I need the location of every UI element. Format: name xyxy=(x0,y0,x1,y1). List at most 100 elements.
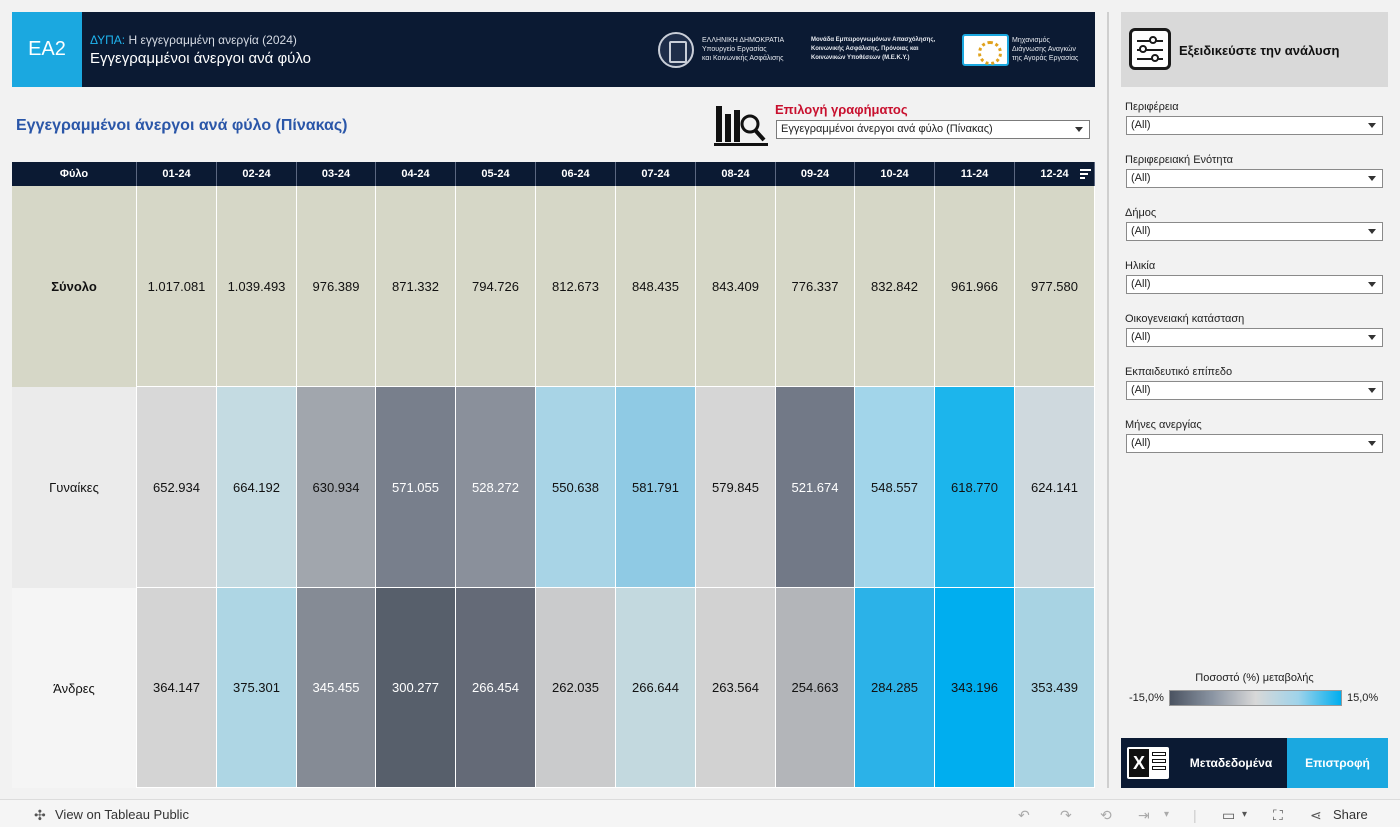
chevron-down-icon[interactable]: ▾ xyxy=(1242,809,1248,820)
column-header-month[interactable]: 08-24 xyxy=(696,162,776,186)
table-cell[interactable]: 345.455 xyxy=(297,588,376,788)
column-header-sex[interactable]: Φύλο xyxy=(12,162,137,186)
column-header-month[interactable]: 01-24 xyxy=(137,162,217,186)
table-cell[interactable]: 961.966 xyxy=(935,186,1015,387)
comment-icon[interactable]: ▭ xyxy=(1222,807,1236,823)
column-header-month[interactable]: 09-24 xyxy=(776,162,855,186)
table-cell[interactable]: 832.842 xyxy=(855,186,935,387)
table-cell[interactable]: 262.035 xyxy=(536,588,616,788)
column-header-month[interactable]: 02-24 xyxy=(217,162,297,186)
table-cell[interactable]: 652.934 xyxy=(137,387,217,588)
undo-icon[interactable]: ↶ xyxy=(1018,807,1030,823)
ministry-logo-text: ΕΛΛΗΝΙΚΗ ΔΗΜΟΚΡΑΤΙΑ Υπουργείο Εργασίας κ… xyxy=(702,36,784,63)
table-cell[interactable]: 664.192 xyxy=(217,387,297,588)
filter-dropdown[interactable]: (All) xyxy=(1126,434,1383,453)
filter-value: (All) xyxy=(1131,437,1151,449)
column-header-month[interactable]: 04-24 xyxy=(376,162,456,186)
chart-select-dropdown[interactable]: Εγγεγραμμένοι άνεργοι ανά φύλο (Πίνακας) xyxy=(776,120,1090,139)
table-cell[interactable]: 375.301 xyxy=(217,588,297,788)
table-cell[interactable]: 848.435 xyxy=(616,186,696,387)
table-cell[interactable]: 630.934 xyxy=(297,387,376,588)
meky-line: Κοινωνικών Υποθέσεων (Μ.Ε.Κ.Υ.) xyxy=(811,55,910,61)
sort-icon[interactable] xyxy=(1080,169,1091,179)
table-cell[interactable]: 254.663 xyxy=(776,588,855,788)
metadata-button[interactable]: Μεταδεδομένα xyxy=(1175,738,1287,788)
table-cell[interactable]: 776.337 xyxy=(776,186,855,387)
column-header-month[interactable]: 03-24 xyxy=(297,162,376,186)
dashboard-header: EA2 ΔΥΠΑ: Η εγγεγραμμένη ανεργία (2024) … xyxy=(12,12,1095,87)
row-label: Σύνολο xyxy=(12,186,136,387)
chevron-down-icon xyxy=(1368,441,1376,446)
table-cell[interactable]: 571.055 xyxy=(376,387,456,588)
table-cell[interactable]: 521.674 xyxy=(776,387,855,588)
panel-divider xyxy=(1107,12,1109,788)
legend-min: -15,0% xyxy=(1129,692,1164,704)
labour-market-mechanism-logo xyxy=(962,34,1009,66)
table-cell[interactable]: 300.277 xyxy=(376,588,456,788)
table-cell[interactable]: 550.638 xyxy=(536,387,616,588)
refresh-icon[interactable]: ⇥ xyxy=(1138,807,1150,823)
subtitle-text: Η εγγεγραμμένη ανεργία (2024) xyxy=(128,33,297,47)
table-cell[interactable]: 579.845 xyxy=(696,387,776,588)
unemployment-by-sex-table: Φύλο 01-24 02-24 03-24 04-24 05-24 06-24 07-24… xyxy=(12,162,1095,788)
filter-value: (All) xyxy=(1131,119,1151,131)
filter-value: (All) xyxy=(1131,225,1151,237)
row-label: Γυναίκες xyxy=(12,387,136,588)
column-header-month[interactable]: 07-24 xyxy=(616,162,696,186)
column-header-month[interactable]: 10-24 xyxy=(855,162,935,186)
share-button[interactable]: Share xyxy=(1333,807,1368,822)
mechanism-line: της Αγοράς Εργασίας xyxy=(1012,55,1079,62)
chevron-down-icon xyxy=(1368,176,1376,181)
table-cell[interactable]: 284.285 xyxy=(855,588,935,788)
table-cell[interactable]: 812.673 xyxy=(536,186,616,387)
table-cell[interactable]: 977.580 xyxy=(1015,186,1095,387)
table-cell[interactable]: 1.039.493 xyxy=(217,186,297,387)
column-header-month[interactable]: 11-24 xyxy=(935,162,1015,186)
chart-select-label: Επιλογή γραφήματος xyxy=(775,102,908,117)
column-header-month[interactable]: 12-24 xyxy=(1015,162,1095,186)
column-header-month[interactable]: 06-24 xyxy=(536,162,616,186)
excel-export-button[interactable]: X xyxy=(1121,738,1175,788)
table-cell[interactable]: 976.389 xyxy=(297,186,376,387)
table-cell[interactable]: 263.564 xyxy=(696,588,776,788)
table-cell[interactable]: 1.017.081 xyxy=(137,186,217,387)
fullscreen-icon[interactable]: ⛶ xyxy=(1273,807,1283,823)
mechanism-line: Μηχανισμός xyxy=(1012,37,1050,44)
table-cell[interactable]: 624.141 xyxy=(1015,387,1095,588)
filter-dropdown[interactable]: (All) xyxy=(1126,328,1383,347)
filter-dropdown[interactable]: (All) xyxy=(1126,381,1383,400)
mechanism-line: Διάγνωσης Αναγκών xyxy=(1012,46,1076,53)
table-cell[interactable]: 343.196 xyxy=(935,588,1015,788)
filter-dropdown[interactable]: (All) xyxy=(1126,275,1383,294)
table-cell[interactable]: 266.454 xyxy=(456,588,536,788)
table-cell[interactable]: 266.644 xyxy=(616,588,696,788)
table-cell[interactable]: 871.332 xyxy=(376,186,456,387)
share-icon[interactable]: ⋖ xyxy=(1310,807,1322,823)
ministry-line: Υπουργείο Εργασίας xyxy=(702,46,767,53)
table-cell[interactable]: 528.272 xyxy=(456,387,536,588)
table-cell[interactable]: 353.439 xyxy=(1015,588,1095,788)
table-cell[interactable]: 581.791 xyxy=(616,387,696,588)
redo-icon[interactable]: ↷ xyxy=(1060,807,1072,823)
table-cell[interactable]: 548.557 xyxy=(855,387,935,588)
filter-value: (All) xyxy=(1131,278,1151,290)
view-on-tableau-link[interactable]: View on Tableau Public xyxy=(55,807,189,822)
back-button[interactable]: Επιστροφή xyxy=(1287,738,1388,788)
filter-dropdown[interactable]: (All) xyxy=(1126,169,1383,188)
sidebar-title: Εξειδικεύστε την ανάλυση xyxy=(1179,43,1340,58)
table-cell[interactable]: 618.770 xyxy=(935,387,1015,588)
dashboard-subtitle: ΔΥΠΑ: Η εγγεγραμμένη ανεργία (2024) xyxy=(90,33,297,47)
table-cell[interactable]: 843.409 xyxy=(696,186,776,387)
chevron-down-icon[interactable]: ▾ xyxy=(1164,809,1170,820)
table-cell[interactable]: 364.147 xyxy=(137,588,217,788)
filter-label: Μήνες ανεργίας xyxy=(1125,419,1202,431)
filter-dropdown[interactable]: (All) xyxy=(1126,222,1383,241)
filter-dropdown[interactable]: (All) xyxy=(1126,116,1383,135)
revert-icon[interactable]: ⟲ xyxy=(1100,807,1112,823)
column-header-month[interactable]: 05-24 xyxy=(456,162,536,186)
meky-line: Μονάδα Εμπειρογνωμόνων Απασχόλησης, xyxy=(811,37,936,43)
subtitle-prefix: ΔΥΠΑ: xyxy=(90,33,126,47)
separator: | xyxy=(1193,807,1197,823)
table-cell[interactable]: 794.726 xyxy=(456,186,536,387)
filter-label: Εκπαιδευτικό επίπεδο xyxy=(1125,366,1233,378)
